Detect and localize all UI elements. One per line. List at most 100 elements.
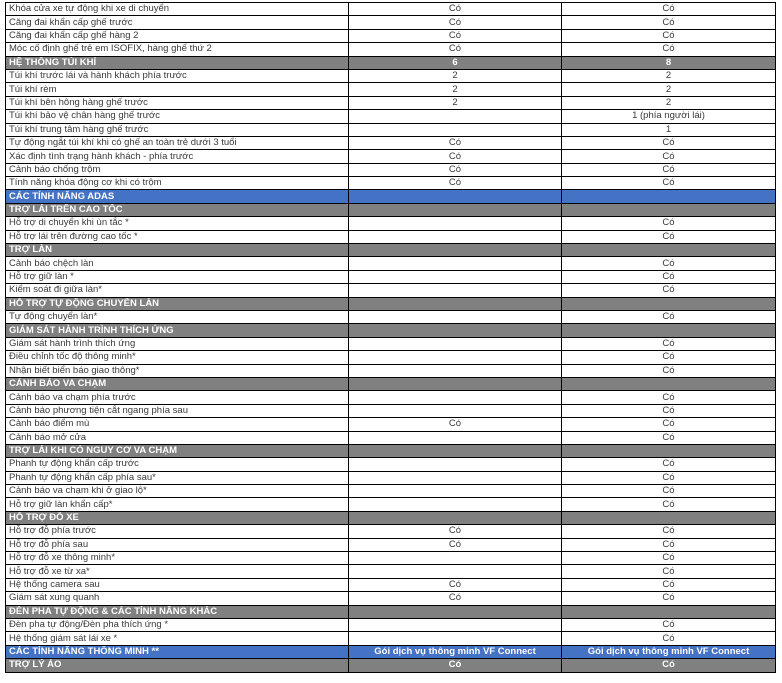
table-row: Hệ thống camera sau Có Có xyxy=(5,577,776,593)
feature-value-c1 xyxy=(348,617,562,633)
feature-label: Cảnh báo va chạm phía trước xyxy=(5,390,349,405)
section-title: TRỢ LÁI TRÊN CAO TỐC xyxy=(5,202,349,218)
feature-value-c2 xyxy=(561,443,776,459)
feature-value-c2: 2 xyxy=(561,68,776,84)
feature-value-c1: Có xyxy=(348,135,562,151)
table-row: Túi khí trung tâm hàng ghế trước 1 xyxy=(5,122,776,137)
table-row: Giám sát hành trình thích ứng Có xyxy=(5,336,776,352)
feature-value-c1 xyxy=(348,443,562,459)
feature-value-c2: Có xyxy=(561,216,776,231)
table-row: Túi khí bảo vệ chân hàng ghế trước 1 (phí… xyxy=(5,109,776,124)
feature-value-c2: Có xyxy=(561,484,776,499)
feature-value-c2 xyxy=(561,323,776,338)
feature-label: Căng đai khẩn cấp ghế trước xyxy=(5,15,349,30)
feature-value-c2: 8 xyxy=(561,55,776,70)
feature-value-c1: Có xyxy=(348,591,562,606)
feature-label: Túi khí trước lái và hành khách phía trư… xyxy=(5,68,349,84)
feature-value-c1: 2 xyxy=(348,68,562,84)
feature-value-c2: Có xyxy=(561,417,776,432)
feature-value-c2: Có xyxy=(561,631,776,646)
section-title: CÁC TÍNH NĂNG ADAS xyxy=(5,189,349,204)
section-title: HỖ TRỢ ĐỖ XE xyxy=(5,510,349,526)
feature-value-c2 xyxy=(561,376,776,392)
feature-value-c1 xyxy=(348,243,562,258)
feature-label: Móc cố định ghế trẻ em ISOFIX, hàng ghế … xyxy=(5,42,349,57)
feature-value-c2: Có xyxy=(561,309,776,325)
feature-value-c2: Có xyxy=(561,269,776,285)
feature-value-c1 xyxy=(348,336,562,352)
feature-value-c2: Có xyxy=(561,470,776,486)
table-row: Tính năng khóa động cơ khi có trộm Có Có xyxy=(5,176,776,191)
feature-value-c2 xyxy=(561,510,776,526)
table-row: Cảnh báo va chạm khi ở giao lộ* Có xyxy=(5,484,776,499)
feature-table-body: Khóa cửa xe tự động khi xe di chuyển Có Có… xyxy=(5,1,776,673)
feature-value-c1: Có xyxy=(348,524,562,539)
section-title: TRỢ LÁI KHI CÓ NGUY CƠ VA CHẠM xyxy=(5,443,349,459)
section-header-row: TRỢ LÝ ẢO Có Có xyxy=(5,658,776,673)
feature-value-c1 xyxy=(348,484,562,499)
feature-label: Khóa cửa xe tự động khi xe di chuyển xyxy=(5,1,349,17)
feature-label: Hỗ trợ giữ làn khẩn cấp* xyxy=(5,497,349,512)
feature-label: Hỗ trợ đỗ phía trước xyxy=(5,524,349,539)
feature-value-c2 xyxy=(561,296,776,311)
feature-value-c1: Có xyxy=(348,149,562,164)
feature-value-c1 xyxy=(348,189,562,204)
section-title: TRỢ LÀN xyxy=(5,243,349,258)
feature-value-c2: Có xyxy=(561,497,776,512)
feature-value-c1: 2 xyxy=(348,95,562,111)
feature-value-c1: Có xyxy=(348,42,562,57)
feature-value-c2: Có xyxy=(561,577,776,593)
feature-value-c2: Có xyxy=(561,162,776,178)
section-title: ĐÈN PHA TỰ ĐỘNG & CÁC TÍNH NĂNG KHÁC xyxy=(5,604,349,619)
feature-value-c1 xyxy=(348,269,562,285)
table-row: Nhận biết biển báo giao thông* Có xyxy=(5,363,776,378)
feature-label: Túi khí trung tâm hàng ghế trước xyxy=(5,122,349,137)
feature-value-c2: Có xyxy=(561,390,776,405)
feature-label: Hỗ trợ đỗ xe thông minh* xyxy=(5,551,349,566)
feature-label: Kiểm soát đi giữa làn* xyxy=(5,283,349,298)
section-header-row: GIÁM SÁT HÀNH TRÌNH THÍCH ỨNG xyxy=(5,323,776,338)
feature-label: Cảnh báo va chạm khi ở giao lộ* xyxy=(5,484,349,499)
section-title: GIÁM SÁT HÀNH TRÌNH THÍCH ỨNG xyxy=(5,323,349,338)
table-row: Hỗ trợ di chuyển khi ùn tắc * Có xyxy=(5,216,776,231)
section-header-row: CÁC TÍNH NĂNG ADAS xyxy=(5,189,776,204)
feature-value-c2: Có xyxy=(561,256,776,271)
feature-value-c2: Có xyxy=(561,15,776,30)
feature-value-c1 xyxy=(348,457,562,472)
table-row: Kiểm soát đi giữa làn* Có xyxy=(5,283,776,298)
feature-label: Hỗ trợ đỗ phía sau xyxy=(5,537,349,553)
section-header-row: CẢNH BÁO VA CHẠM xyxy=(5,376,776,392)
feature-value-c2: 2 xyxy=(561,82,776,97)
table-row: Tự động ngắt túi khí khi có ghế an toàn … xyxy=(5,135,776,151)
feature-value-c2: Có xyxy=(561,524,776,539)
table-row: Cảnh báo mở cửa Có xyxy=(5,430,776,445)
feature-label: Hỗ trợ đỗ xe từ xa* xyxy=(5,564,349,579)
table-row: Cảnh báo phương tiện cắt ngang phía sau C… xyxy=(5,403,776,419)
feature-value-c1: Có xyxy=(348,162,562,178)
feature-label: Căng đai khẩn cấp ghế hàng 2 xyxy=(5,28,349,44)
feature-label: Hỗ trợ giữ làn * xyxy=(5,269,349,285)
feature-value-c2: 2 xyxy=(561,95,776,111)
feature-value-c2: Có xyxy=(561,42,776,57)
section-title: TRỢ LÝ ẢO xyxy=(5,658,349,673)
feature-value-c1 xyxy=(348,403,562,419)
feature-value-c2: Có xyxy=(561,658,776,673)
table-row: Túi khí trước lái và hành khách phía trư… xyxy=(5,68,776,84)
feature-value-c2: Có xyxy=(561,537,776,553)
feature-value-c2: Có xyxy=(561,457,776,472)
feature-value-c2: Có xyxy=(561,1,776,17)
feature-value-c2 xyxy=(561,243,776,258)
feature-label: Túi khí bên hông hàng ghế trước xyxy=(5,95,349,111)
feature-value-c1 xyxy=(348,216,562,231)
section-header-row: CÁC TÍNH NĂNG THÔNG MINH ** Gói dịch vụ t… xyxy=(5,644,776,660)
table-row: Hỗ trợ đỗ phía sau Có Có xyxy=(5,537,776,553)
section-header-row: TRỢ LÁI TRÊN CAO TỐC xyxy=(5,202,776,218)
feature-label: Tự động ngắt túi khí khi có ghế an toàn … xyxy=(5,135,349,151)
section-header-row: TRỢ LÀN xyxy=(5,243,776,258)
table-row: Xác định tình trạng hành khách - phía tr… xyxy=(5,149,776,164)
table-row: Cảnh báo điểm mù Có Có xyxy=(5,417,776,432)
table-row: Hỗ trợ đỗ xe từ xa* Có xyxy=(5,564,776,579)
feature-value-c1: Có xyxy=(348,15,562,30)
feature-comparison-table: Khóa cửa xe tự động khi xe di chuyển Có Có… xyxy=(5,1,776,673)
feature-value-c1: Có xyxy=(348,658,562,673)
